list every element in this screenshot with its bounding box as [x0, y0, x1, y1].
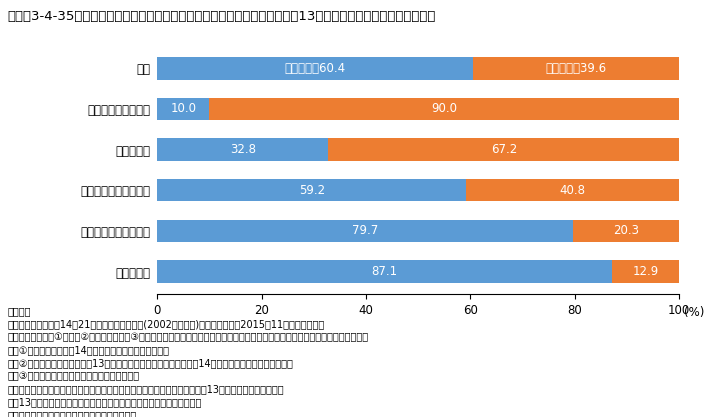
Text: 32.8: 32.8 — [230, 143, 256, 156]
Bar — [612, 260, 679, 283]
Text: 67.2: 67.2 — [490, 143, 517, 156]
Bar — [473, 57, 679, 80]
Bar — [157, 220, 573, 242]
Text: 出生あり　60.4: 出生あり 60.4 — [285, 62, 345, 75]
Bar — [466, 179, 679, 201]
Bar — [157, 138, 328, 161]
Bar — [157, 98, 209, 120]
Text: １．厚生労働省「第14回21世紀成年者縦断調査(2002年成年者)」（調査年月：2015年11月）より作成。: １．厚生労働省「第14回21世紀成年者縦断調査(2002年成年者)」（調査年月：… — [7, 319, 325, 329]
Text: 79.7: 79.7 — [352, 224, 378, 237]
Text: 10.0: 10.0 — [170, 103, 197, 116]
Text: ５．「総数」には、家事・育児時間不詳を含む。: ５．「総数」には、家事・育児時間不詳を含む。 — [7, 410, 137, 417]
Bar — [573, 220, 679, 242]
Text: 20.3: 20.3 — [613, 224, 639, 237]
Text: ４．13年間で２人以上出生ありの場合は、末子について計上している。: ４．13年間で２人以上出生ありの場合は、末子について計上している。 — [7, 397, 202, 407]
Text: ３．家事・育児時間は、「出生あり」は出生前調査時の、「出生なし」は第13回調査時の状況である。: ３．家事・育児時間は、「出生あり」は出生前調査時の、「出生なし」は第13回調査時… — [7, 384, 284, 394]
Text: 出生なし　39.6: 出生なし 39.6 — [546, 62, 606, 75]
Text: 87.1: 87.1 — [372, 265, 398, 278]
Text: （備考）: （備考） — [7, 306, 31, 317]
Bar — [157, 179, 466, 201]
Text: 59.2: 59.2 — [299, 184, 325, 197]
Bar — [157, 57, 473, 80]
Text: (%): (%) — [684, 306, 705, 319]
Bar — [328, 138, 679, 161]
Bar — [157, 260, 612, 283]
Text: 12.9: 12.9 — [633, 265, 659, 278]
Text: ２．集計対象は、①または②に該当し、かつ③に該当する同居夫婦である。ただし、妻の出生前データが得られていない夫婦は除く。: ２．集計対象は、①または②に該当し、かつ③に該当する同居夫婦である。ただし、妻の… — [7, 332, 368, 342]
Text: 90.0: 90.0 — [431, 103, 458, 116]
Text: 40.8: 40.8 — [560, 184, 586, 197]
Text: 【図袅3-4-35　子どもがいる夫婦の夫の休日の家事・育児時間別にみたこの13年間の第２子以降の出生の状況】: 【図袅3-4-35 子どもがいる夫婦の夫の休日の家事・育児時間別にみたこの13年… — [7, 10, 435, 23]
Text: ①第１回調査から第14回調査まで双方が回答した夫婦: ①第１回調査から第14回調査まで双方が回答した夫婦 — [7, 345, 169, 355]
Bar — [209, 98, 679, 120]
Text: ③出生前調査時に子どもが１人以上いる夫婦: ③出生前調査時に子どもが１人以上いる夫婦 — [7, 371, 139, 381]
Text: ②第１回調査時に独身で第13回調査までの間に結婚し、結婚後第14回調査まで双方が回答した夫婦: ②第１回調査時に独身で第13回調査までの間に結婚し、結婚後第14回調査まで双方が… — [7, 358, 293, 368]
